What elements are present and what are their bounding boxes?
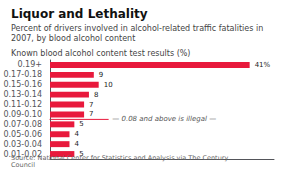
svg-text:4: 4 [74, 140, 79, 148]
svg-text:5: 5 [79, 120, 83, 128]
svg-text:— 0.08 and above is illegal —: — 0.08 and above is illegal — [112, 115, 216, 123]
svg-text:10: 10 [104, 81, 113, 89]
svg-text:Known blood alcohol content te: Known blood alcohol content test results… [11, 49, 191, 58]
svg-text:Council: Council [11, 161, 35, 169]
svg-text:2007, by blood alcohol content: 2007, by blood alcohol content [11, 34, 135, 43]
svg-text:41%: 41% [255, 61, 271, 69]
svg-text:0.09-0.10: 0.09-0.10 [3, 110, 42, 119]
svg-text:0.15-0.16: 0.15-0.16 [3, 80, 42, 89]
svg-text:7: 7 [89, 110, 93, 118]
svg-text:4: 4 [74, 130, 79, 138]
svg-text:7: 7 [89, 101, 93, 109]
svg-text:0.05-0.06: 0.05-0.06 [3, 130, 42, 139]
svg-text:0.13-0.14: 0.13-0.14 [3, 90, 42, 99]
svg-text:Percent of drivers involved in: Percent of drivers involved in alcohol-r… [11, 24, 266, 33]
svg-text:0.19+: 0.19+ [17, 60, 42, 69]
svg-text:0.07-0.08: 0.07-0.08 [3, 120, 42, 129]
svg-text:8: 8 [94, 91, 98, 99]
svg-text:0.17-0.18: 0.17-0.18 [3, 70, 42, 79]
svg-text:0.11-0.12: 0.11-0.12 [3, 100, 42, 109]
svg-text:0.03-0.04: 0.03-0.04 [3, 140, 42, 149]
svg-text:9: 9 [99, 71, 103, 79]
svg-text:Liquor and Lethality: Liquor and Lethality [11, 7, 148, 21]
svg-text:Source: National Center for St: Source: National Center for Statistics a… [11, 154, 230, 162]
